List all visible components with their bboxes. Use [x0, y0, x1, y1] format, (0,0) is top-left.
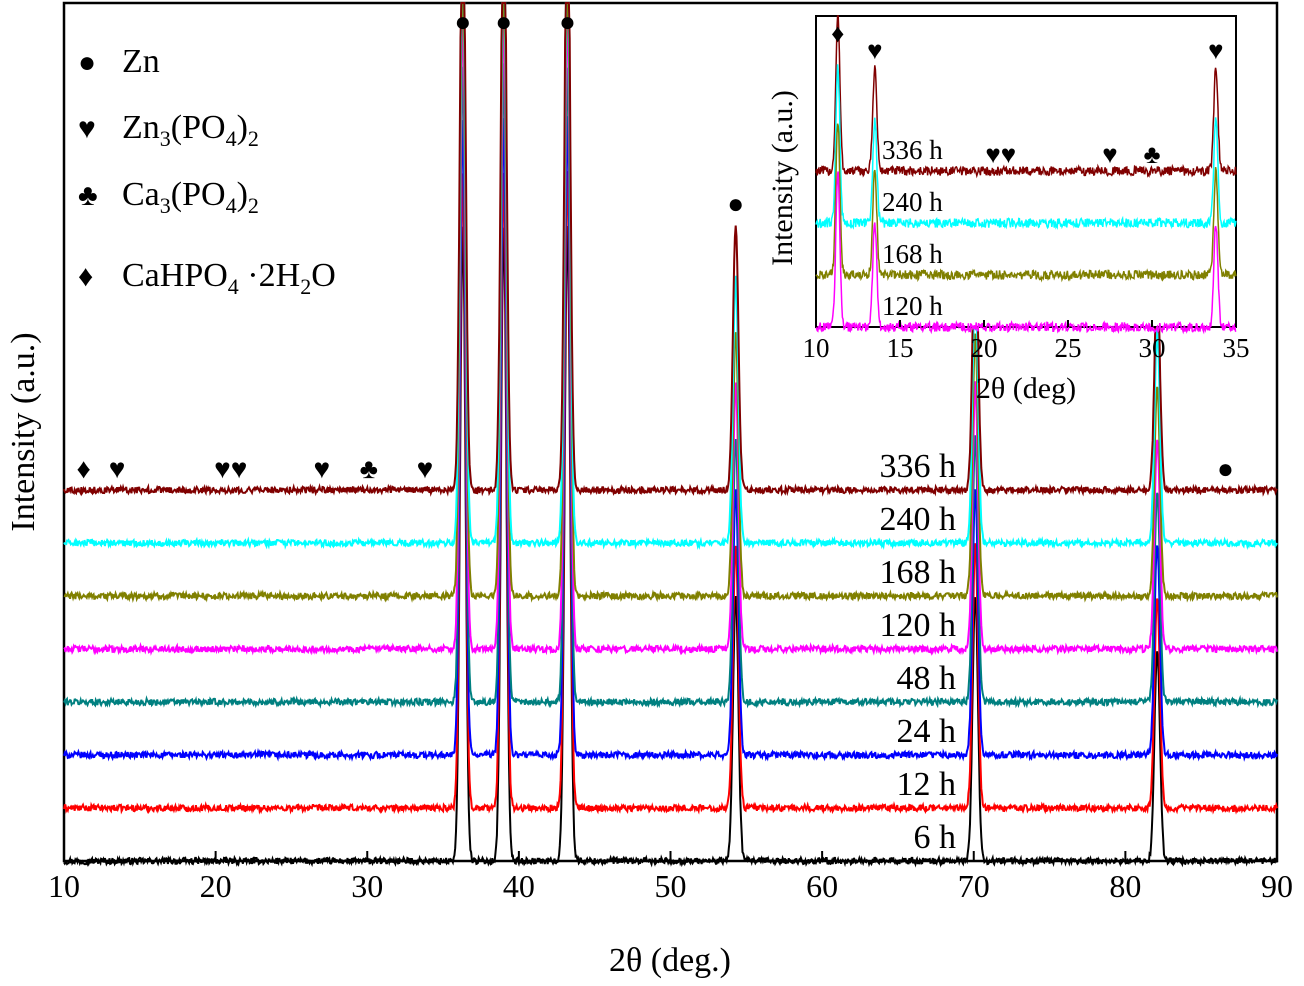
main-x-ticks: 10 20 30 40 50 60 70 80 90	[48, 851, 1293, 904]
inset-x-tick-label-4: 30	[1139, 333, 1166, 363]
main-series-label-48-h: 48 h	[897, 660, 957, 697]
inset-x-tick-label-5: 35	[1223, 333, 1250, 363]
inset-series-group	[815, 15, 1237, 335]
inset-phase-marker-1: ♥	[867, 36, 882, 65]
main-phase-marker-8: ●	[559, 7, 576, 38]
legend-symbol-cahpo4: ♦	[78, 260, 93, 293]
inset-phase-marker-0: ♦	[831, 19, 844, 48]
main-series-line-24-h	[63, 116, 1278, 762]
inset-phase-marker-5: ♥	[1208, 36, 1223, 65]
main-series-line-120-h	[63, 12, 1278, 657]
main-series-label-336-h: 336 h	[880, 448, 957, 485]
inset-series-line-240-h	[815, 64, 1237, 230]
main-phase-marker-2: ♥♥	[214, 454, 247, 485]
inset-x-tick-label-3: 25	[1055, 333, 1082, 363]
inset-series-label-240-h: 240 h	[882, 187, 943, 217]
legend-label-zn: Zn	[122, 43, 160, 80]
inset-series-labels: 336 h 240 h 168 h 120 h	[882, 135, 943, 321]
main-x-tick-label-6: 70	[958, 868, 990, 904]
main-x-tick-label-5: 60	[806, 868, 838, 904]
main-x-tick-label-8: 90	[1261, 868, 1293, 904]
main-phase-marker-12: ●	[1217, 454, 1234, 485]
main-series-line-240-h	[63, 1, 1278, 551]
main-series-label-120-h: 120 h	[880, 607, 957, 644]
main-x-tick-label-7: 80	[1109, 868, 1141, 904]
inset-series-line-120-h	[815, 171, 1237, 335]
main-series-line-12-h	[63, 171, 1278, 815]
legend-label-zn3po42: Zn3(PO4)2	[122, 109, 259, 151]
main-x-tick-label-4: 50	[655, 868, 687, 904]
main-series-labels: 6 h 12 h 24 h 48 h 120 h 168 h 240 h 336 h	[880, 448, 957, 856]
inset-x-axis-label: 2θ (deg)	[976, 372, 1076, 405]
main-series-label-240-h: 240 h	[880, 501, 957, 538]
main-phase-marker-7: ●	[495, 7, 512, 38]
inset-x-tick-label-0: 10	[803, 333, 830, 363]
main-x-tick-label-0: 10	[48, 868, 80, 904]
inset-series-label-120-h: 120 h	[882, 291, 943, 321]
inset-x-tick-label-1: 15	[887, 333, 914, 363]
inset-series-label-336-h: 336 h	[882, 135, 943, 165]
main-x-tick-label-3: 40	[503, 868, 535, 904]
main-series-label-24-h: 24 h	[897, 713, 957, 750]
main-phase-marker-5: ♥	[417, 454, 434, 485]
inset-phase-marker-3: ♥	[1102, 140, 1117, 169]
inset-series-line-168-h	[815, 123, 1237, 283]
main-phase-marker-6: ●	[454, 7, 471, 38]
main-phase-marker-3: ♥	[313, 454, 330, 485]
main-series-label-12-h: 12 h	[897, 766, 957, 803]
legend: ● Zn ♥ Zn3(PO4)2 ♣ Ca3(PO4)2 ♦ CaHPO4 ·2…	[78, 43, 336, 299]
inset-series-label-168-h: 168 h	[882, 239, 943, 269]
main-x-tick-label-2: 30	[351, 868, 383, 904]
main-x-tick-label-1: 20	[200, 868, 232, 904]
legend-symbol-zn: ●	[78, 46, 96, 79]
inset-x-tick-label-2: 20	[971, 333, 998, 363]
main-series-label-6-h: 6 h	[914, 819, 957, 856]
main-series-line-168-h	[63, 1, 1278, 603]
inset-series-line-336-h	[815, 15, 1237, 179]
inset-phase-markers: ♦♥♥♥ ♥ ♣♥	[831, 19, 1223, 169]
main-phase-marker-9: ●	[727, 189, 744, 220]
inset-y-axis-label: Intensity (a.u.)	[766, 90, 799, 266]
legend-symbol-ca3po42: ♣	[78, 179, 98, 212]
main-series-label-168-h: 168 h	[880, 554, 957, 591]
inset-phase-marker-4: ♣	[1143, 140, 1160, 169]
legend-label-ca3po42: Ca3(PO4)2	[122, 176, 259, 218]
main-phase-marker-0: ♦	[77, 454, 91, 485]
main-phase-marker-4: ♣	[360, 454, 378, 485]
main-x-axis-label: 2θ (deg.)	[609, 942, 731, 979]
legend-label-cahpo4: CaHPO4 ·2H2O	[122, 257, 336, 299]
inset-x-ticks: 10 15 20 25 30 35	[803, 320, 1250, 363]
main-series-line-336-h	[63, 1, 1278, 497]
main-series-line-48-h	[63, 63, 1278, 709]
main-y-axis-label: Intensity (a.u.)	[5, 332, 42, 531]
main-phase-marker-1: ♥	[109, 454, 126, 485]
main-series-group	[63, 1, 1278, 868]
legend-symbol-zn3po42: ♥	[78, 112, 96, 145]
inset-phase-marker-2: ♥♥	[985, 140, 1016, 169]
